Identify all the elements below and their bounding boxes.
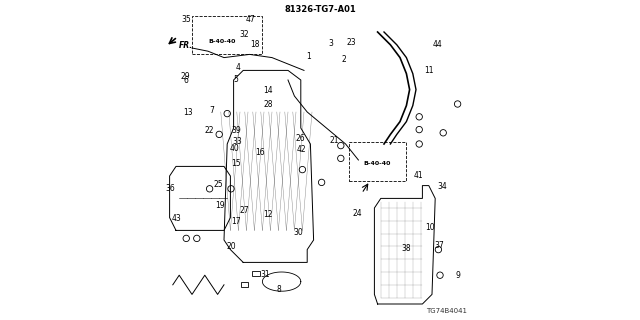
Text: 1: 1 (307, 52, 311, 60)
Text: 35: 35 (182, 15, 191, 24)
Text: B-40-40: B-40-40 (364, 161, 390, 166)
Text: 22: 22 (204, 126, 214, 135)
Text: 2: 2 (342, 55, 347, 64)
Text: 39: 39 (231, 126, 241, 135)
Text: 26: 26 (295, 134, 305, 143)
Text: TG74B4041: TG74B4041 (426, 308, 467, 314)
Text: 3: 3 (329, 39, 333, 48)
Text: 31: 31 (260, 270, 270, 279)
Text: 5: 5 (233, 75, 238, 84)
Text: 9: 9 (455, 271, 460, 280)
Text: 11: 11 (424, 66, 433, 75)
Bar (241, 282, 248, 287)
Text: 34: 34 (438, 182, 447, 191)
Text: 81326-TG7-A01: 81326-TG7-A01 (284, 5, 356, 14)
Text: 20: 20 (227, 242, 236, 251)
Text: 14: 14 (263, 86, 273, 95)
Text: 6: 6 (184, 76, 189, 85)
Text: 38: 38 (401, 244, 411, 253)
Text: 47: 47 (246, 15, 255, 24)
Text: 29: 29 (180, 72, 190, 81)
Text: 43: 43 (172, 214, 182, 223)
Text: 8: 8 (276, 285, 281, 294)
Text: 7: 7 (210, 106, 214, 115)
Text: 17: 17 (231, 217, 241, 226)
Text: 12: 12 (264, 210, 273, 219)
Text: 4: 4 (236, 63, 241, 72)
Text: 19: 19 (215, 201, 225, 210)
Text: 30: 30 (294, 228, 303, 237)
Text: 33: 33 (233, 137, 243, 146)
Text: 40: 40 (230, 144, 239, 153)
Text: 42: 42 (297, 145, 307, 154)
Text: 27: 27 (239, 206, 249, 215)
Text: 44: 44 (433, 40, 443, 49)
Text: 18: 18 (251, 40, 260, 49)
Text: 32: 32 (239, 30, 249, 39)
Bar (252, 271, 260, 276)
Text: 37: 37 (435, 241, 444, 250)
Text: 10: 10 (425, 223, 435, 232)
Text: 15: 15 (231, 159, 241, 168)
Text: 16: 16 (255, 148, 265, 157)
Text: 28: 28 (264, 100, 273, 109)
Text: 24: 24 (353, 209, 363, 218)
Text: 25: 25 (214, 180, 223, 189)
Text: 21: 21 (329, 136, 339, 145)
Text: 41: 41 (413, 171, 424, 180)
Text: FR.: FR. (179, 41, 193, 50)
Text: 23: 23 (346, 38, 356, 47)
Text: 36: 36 (166, 184, 175, 193)
Text: B-40-40: B-40-40 (209, 39, 236, 44)
Text: 13: 13 (183, 108, 193, 117)
